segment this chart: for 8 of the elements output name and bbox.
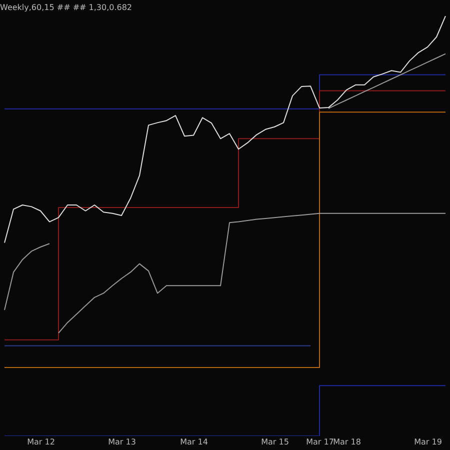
x-tick-label: Mar 12 (27, 438, 55, 446)
x-tick-label: Mar 17 (306, 438, 334, 446)
x-tick-label: Mar 14 (180, 438, 208, 446)
x-tick-label: Mar 18 (333, 438, 361, 446)
x-tick-label: Mar 15 (261, 438, 289, 446)
chart-title: Weekly,60,15 ## ## 1,30,0.682 (0, 3, 132, 12)
x-tick-label: Mar 19 (414, 438, 442, 446)
x-tick-label: Mar 13 (108, 438, 136, 446)
